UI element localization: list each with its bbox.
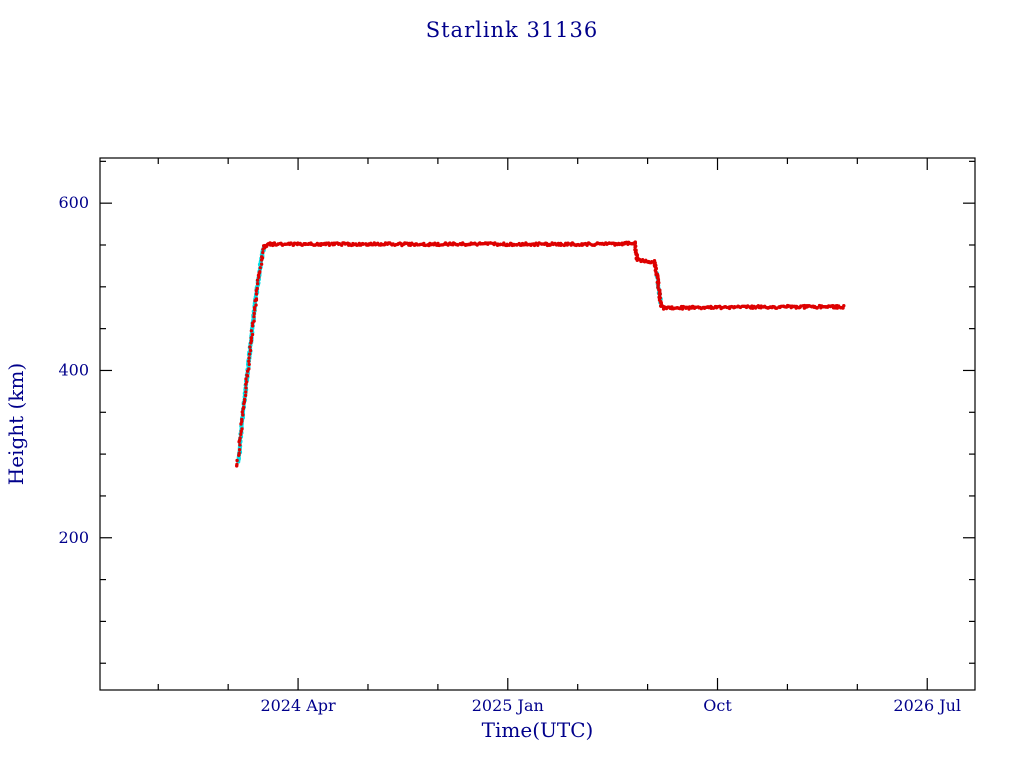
series-observed-height-main [262,240,846,311]
x-tick-label: 2025 Jan [472,696,544,715]
plot-frame [99,157,976,691]
x-tick-label: Oct [703,696,732,715]
y-tick-label: 400 [58,360,89,379]
axis-tick-labels: 2024 Apr 2025 Jan Oct 2026 Jul 200 400 600 [58,193,961,715]
chart-title: Starlink 31136 [425,18,599,42]
series-observed-height-ascent [235,246,267,468]
x-axis-label: Time(UTC) [481,718,594,742]
x-tick-label: 2026 Jul [893,696,961,715]
y-tick-label: 600 [58,193,89,212]
axis-ticks [100,158,975,690]
x-tick-label: 2024 Apr [260,696,336,715]
y-tick-label: 200 [58,528,89,547]
